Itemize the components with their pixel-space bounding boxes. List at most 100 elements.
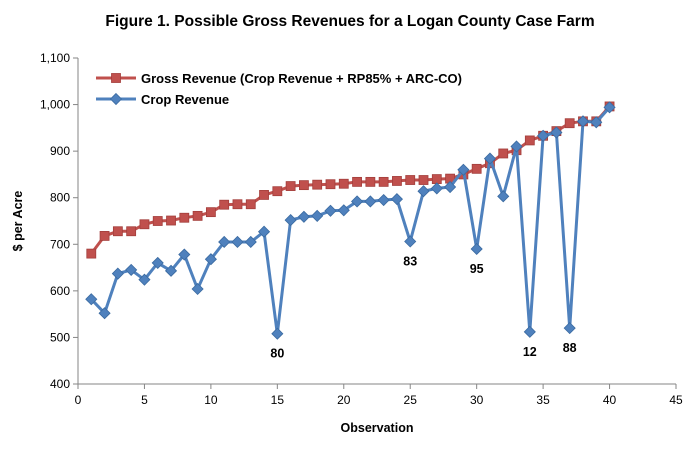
chart-title: Figure 1. Possible Gross Revenues for a …: [105, 13, 594, 30]
y-tick-label: 1,000: [40, 98, 70, 112]
gross-revenue-point: [564, 118, 575, 129]
crop-revenue-point: [537, 129, 550, 142]
crop-revenue-point: [257, 225, 271, 238]
legend-entry-label: Crop Revenue: [141, 92, 229, 107]
crop-revenue-point: [311, 209, 324, 222]
crop-revenue-point: [404, 235, 417, 248]
crop-revenue-point: [191, 282, 204, 296]
y-tick-label: 800: [50, 191, 70, 205]
gross-revenue-point: [179, 212, 190, 223]
crop-revenue-point: [603, 101, 616, 114]
y-tick-label: 400: [50, 377, 70, 391]
crop-revenue-point: [178, 248, 191, 261]
gross-revenue-point: [471, 163, 482, 174]
y-tick-label: 1,100: [40, 51, 70, 65]
crop-revenue-point: [284, 214, 297, 227]
crop-revenue-point: [138, 273, 151, 286]
gross-revenue-point: [126, 226, 137, 237]
gross-revenue-point: [431, 174, 442, 184]
crop-revenue-point: [576, 115, 590, 128]
annotation-label: 83: [403, 254, 417, 268]
crop-revenue-point: [218, 235, 231, 249]
series-line: [90, 106, 611, 336]
x-tick-label: 30: [470, 393, 484, 407]
crop-revenue-point: [364, 195, 377, 208]
gross-revenue-point: [259, 190, 269, 200]
gross-revenue-point: [524, 135, 535, 146]
crop-revenue-point: [231, 235, 244, 249]
gross-revenue-point: [405, 175, 416, 185]
series-line: [90, 105, 611, 255]
y-tick-label: 900: [50, 144, 70, 158]
x-tick-label: 0: [75, 393, 82, 407]
crop-revenue-point: [457, 163, 470, 176]
gross-revenue-point: [325, 179, 336, 190]
gross-revenue-point: [152, 216, 163, 226]
gross-revenue-point: [365, 176, 376, 187]
gross-revenue-point: [498, 148, 509, 159]
annotation-label: 95: [470, 262, 484, 276]
x-tick-label: 5: [141, 393, 148, 407]
crop-revenue-point: [125, 263, 138, 276]
gross-revenue-point: [312, 179, 323, 190]
x-axis-title: Observation: [341, 421, 414, 435]
gross-revenue-point: [338, 178, 349, 189]
gross-revenue-point: [245, 199, 256, 210]
legend-marker: [109, 92, 123, 106]
gross-revenue-point: [378, 176, 389, 187]
gross-revenue-point: [392, 176, 402, 186]
crop-revenue-point: [204, 253, 217, 266]
crop-revenue-point: [377, 193, 390, 207]
crop-revenue-point: [244, 235, 257, 249]
annotation-label: 12: [523, 345, 537, 359]
crop-revenue-point: [151, 256, 164, 269]
gross-revenue-point: [352, 176, 362, 187]
legend-entry-label: Gross Revenue (Crop Revenue + RP85% + AR…: [141, 71, 462, 86]
crop-revenue-point: [85, 293, 98, 306]
gross-revenue-point: [219, 199, 230, 210]
legend: Gross Revenue (Crop Revenue + RP85% + AR…: [96, 71, 462, 107]
gross-revenue-point: [139, 219, 150, 230]
crop-revenue-point: [523, 325, 536, 338]
gross-revenue-point: [205, 207, 216, 218]
crop-revenue-point: [111, 267, 124, 280]
gross-revenue-point: [272, 186, 283, 197]
crop-revenue-point: [430, 182, 443, 195]
crop-revenue-point: [324, 204, 337, 217]
gross-revenue-point: [112, 226, 123, 237]
gross-revenue-point: [232, 199, 243, 210]
axis-ticks: 400 500 600 700 800 900 1,000 1,100 0 5 10 15 20 25 30…: [40, 51, 683, 407]
crop-revenue-point: [164, 264, 178, 277]
gross-revenue-point: [192, 210, 203, 221]
crop-revenue-point: [563, 322, 576, 335]
annotations: 80 83 95 12 88: [270, 254, 576, 360]
x-tick-label: 35: [536, 393, 550, 407]
gross-revenue-point: [285, 181, 296, 191]
gross-revenue-point: [299, 180, 309, 191]
crop-revenue-point: [271, 327, 284, 340]
crop-revenue-point: [297, 210, 310, 223]
crop-revenue-point: [497, 190, 510, 203]
y-tick-label: 600: [50, 284, 70, 298]
annotation-label: 88: [563, 341, 577, 355]
crop-revenue-point: [337, 204, 350, 217]
crop-revenue-point: [510, 140, 523, 153]
gross-revenue-point: [99, 231, 110, 241]
crop-revenue-point: [417, 185, 430, 198]
x-tick-label: 40: [603, 393, 617, 407]
crop-revenue-point: [444, 180, 457, 194]
crop-revenue-point: [470, 242, 483, 256]
x-tick-label: 20: [337, 393, 351, 407]
x-tick-label: 25: [404, 393, 418, 407]
gross-revenue-point: [86, 248, 97, 259]
crop-revenue-point: [483, 152, 497, 165]
x-tick-label: 10: [204, 393, 218, 407]
y-tick-label: 700: [50, 237, 70, 251]
crop-revenue-point: [390, 193, 403, 206]
crop-revenue-point: [590, 116, 603, 129]
legend-marker: [111, 73, 121, 83]
gross-revenue-point: [418, 175, 429, 185]
y-tick-label: 500: [50, 330, 70, 344]
